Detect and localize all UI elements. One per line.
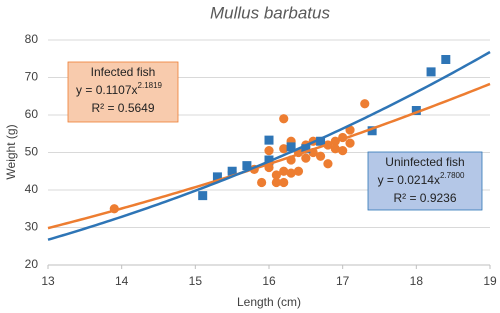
chart-title: Mullus barbatus [210,3,331,22]
point [316,136,326,146]
y-tick-label: 30 [25,220,39,234]
point [242,161,252,171]
trend-line [47,50,491,241]
annotation-box [67,61,179,123]
point [257,177,267,188]
equation-base: y = 0.1107x [76,83,138,97]
y-tick-label: 80 [25,32,39,46]
point [301,153,311,163]
y-tick-label: 40 [25,182,39,196]
point [279,166,289,176]
point [264,155,274,165]
x-tick-label: 18 [410,274,424,288]
point [293,166,304,176]
y-tick-label: 50 [25,145,39,159]
point [264,135,274,145]
fit-r2: R² = 0.5649 [91,101,154,115]
fit-annotation: Uninfected fish y = 0.0214x2.7800 R² = 0.9… [367,151,483,211]
point [345,125,355,135]
point [227,166,237,176]
y-tick-label: 60 [25,107,39,121]
point [286,142,296,152]
x-tick-label: 14 [115,274,129,288]
x-tick-label: 16 [262,274,276,288]
x-tick-label: 19 [483,274,497,288]
series-name: Uninfected fish [385,155,464,169]
point [301,144,311,154]
point [330,144,340,154]
point [198,191,208,201]
point [411,106,421,115]
point [426,67,436,77]
y-axis-title: Weight (g) [4,124,18,179]
point [441,55,451,64]
point [271,170,281,180]
y-tick-label: 20 [25,257,39,271]
fit-equation: y = 0.0214x2.7800 [378,171,465,187]
fit-annotation: Infected fish y = 0.1107x2.1819 R² = 0.564… [67,61,179,123]
point [338,146,348,156]
y-tick-label: 70 [25,70,39,84]
point [286,168,296,178]
fit-equation: y = 0.1107x2.1819 [76,81,163,97]
x-tick-label: 15 [189,274,203,288]
point [279,144,289,154]
x-axis-title: Length (cm) [237,295,301,309]
point [367,126,377,136]
series-name: Infected fish [91,65,156,79]
equation-base: y = 0.0214x [378,173,440,187]
equation-exponent: 2.7800 [440,171,465,180]
point [279,114,289,124]
point [345,138,355,148]
equation-exponent: 2.1819 [138,81,163,90]
point [212,172,222,182]
point [271,177,281,188]
x-tick-label: 17 [336,274,350,288]
fit-r2: R² = 0.9236 [393,191,456,205]
x-tick-label: 13 [41,274,55,288]
point [315,151,326,161]
point [360,99,370,109]
annotation-box [367,151,483,211]
point [323,159,333,169]
trend-line [47,82,491,230]
point [279,177,289,188]
point [264,146,274,156]
